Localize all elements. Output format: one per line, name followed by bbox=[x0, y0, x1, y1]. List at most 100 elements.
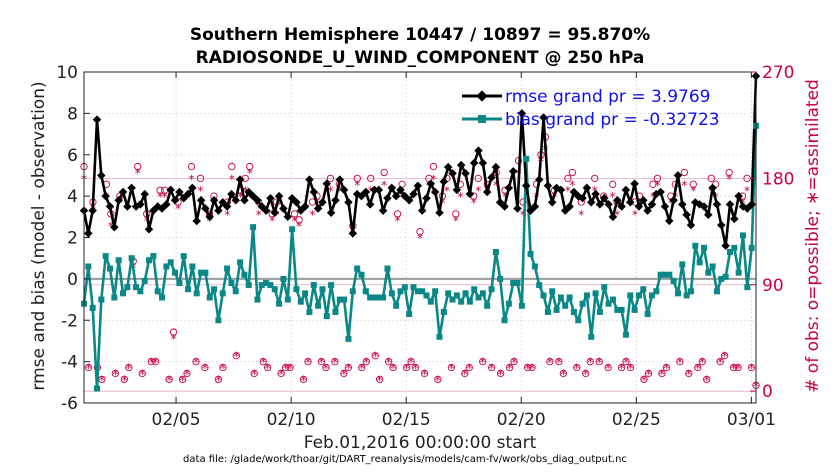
obs-assimilated-marker: * bbox=[574, 362, 580, 376]
obs-possible-marker bbox=[546, 357, 554, 366]
bias-point bbox=[124, 284, 131, 291]
obs-assimilated-marker: * bbox=[744, 184, 750, 198]
obs-assimilated-marker: * bbox=[704, 373, 710, 387]
obs-possible-marker bbox=[716, 357, 724, 366]
obs-possible-marker bbox=[617, 363, 626, 372]
obs-possible-marker bbox=[299, 375, 308, 384]
rmse-point bbox=[409, 189, 418, 199]
y-tick-label: -2 bbox=[61, 311, 78, 331]
bias-point bbox=[622, 331, 629, 338]
rmse-point bbox=[452, 185, 462, 195]
obs-assimilated-marker: * bbox=[650, 190, 656, 204]
obs-assimilated-marker: * bbox=[439, 196, 445, 210]
obs-assimilated-marker: * bbox=[278, 367, 284, 381]
bias-point bbox=[332, 308, 339, 315]
obs-assimilated-marker: * bbox=[619, 362, 625, 376]
obs-assimilated-marker: * bbox=[448, 362, 454, 376]
obs-assimilated-marker: * bbox=[681, 178, 687, 192]
bias-point bbox=[557, 294, 564, 301]
obs-assimilated-marker: * bbox=[444, 184, 450, 198]
rmse-point bbox=[222, 202, 232, 211]
bias-point bbox=[250, 224, 257, 231]
rmse-point bbox=[305, 175, 314, 184]
obs-assimilated-marker: * bbox=[735, 362, 741, 376]
rmse-point bbox=[335, 175, 345, 184]
rmse-point bbox=[140, 189, 149, 199]
bias-point bbox=[527, 251, 534, 258]
obs-assimilated-marker: * bbox=[220, 362, 226, 376]
obs-possible-marker bbox=[555, 357, 563, 366]
obs-assimilated-marker: * bbox=[413, 362, 419, 376]
bias-point bbox=[475, 294, 482, 301]
obs-possible-marker bbox=[187, 162, 196, 171]
obs-assimilated-marker: * bbox=[153, 356, 159, 370]
obs-possible-marker bbox=[653, 174, 662, 183]
bias-point bbox=[692, 242, 699, 249]
bias-point bbox=[163, 263, 170, 270]
x-tick-label: 02/05 bbox=[152, 410, 201, 430]
bias-point bbox=[739, 232, 746, 239]
rmse-point bbox=[604, 200, 613, 209]
bias-point bbox=[479, 290, 486, 297]
obs-assimilated-marker: * bbox=[162, 190, 168, 204]
bias-point bbox=[185, 286, 192, 293]
bias-point bbox=[575, 317, 582, 324]
bias-point bbox=[111, 294, 118, 301]
obs-assimilated-marker: * bbox=[386, 356, 392, 370]
obs-assimilated-marker: * bbox=[659, 367, 665, 381]
obs-possible-marker bbox=[371, 352, 379, 360]
bias-point bbox=[102, 253, 109, 260]
obs-assimilated-marker: * bbox=[556, 356, 562, 370]
obs-assimilated-marker: * bbox=[717, 356, 723, 370]
obs-possible-marker bbox=[698, 357, 706, 366]
bias-point bbox=[497, 275, 504, 282]
rmse-point bbox=[517, 109, 527, 118]
bias-point bbox=[653, 288, 660, 295]
rmse-point bbox=[417, 206, 427, 215]
rmse-point bbox=[344, 198, 353, 207]
obs-assimilated-marker: * bbox=[175, 202, 181, 216]
legend-rmse-label: rmse grand pr = 3.9769 bbox=[505, 87, 710, 107]
rmse-point bbox=[283, 212, 293, 222]
obs-possible-marker bbox=[452, 210, 460, 218]
obs-possible-marker bbox=[295, 216, 303, 224]
rmse-point bbox=[587, 198, 596, 207]
bias-point bbox=[159, 294, 166, 301]
obs-possible-marker bbox=[277, 369, 285, 378]
obs-assimilated-marker: * bbox=[148, 356, 154, 370]
obs-assimilated-marker: * bbox=[99, 373, 105, 387]
bias-point bbox=[471, 286, 478, 293]
obs-possible-marker bbox=[196, 174, 205, 183]
bias-point bbox=[263, 280, 270, 287]
obs-possible-marker bbox=[591, 174, 599, 183]
bias-point bbox=[744, 284, 751, 291]
rmse-point bbox=[443, 162, 453, 172]
bias-point bbox=[176, 280, 183, 287]
bias-point bbox=[432, 288, 439, 295]
obs-assimilated-marker: * bbox=[292, 214, 298, 228]
rmse-point bbox=[413, 181, 423, 191]
rmse-point bbox=[274, 191, 284, 201]
obs-possible-marker bbox=[523, 363, 532, 372]
rmse-point bbox=[387, 183, 397, 193]
bias-point bbox=[523, 155, 530, 162]
obs-assimilated-marker: * bbox=[421, 367, 427, 381]
obs-possible-marker bbox=[389, 363, 397, 372]
obs-assimilated-marker: * bbox=[475, 184, 481, 198]
obs-possible-marker bbox=[640, 375, 648, 384]
bias-point bbox=[605, 300, 612, 307]
obs-assimilated-marker: * bbox=[480, 356, 486, 370]
obs-possible-marker bbox=[340, 369, 348, 378]
obs-possible-marker bbox=[111, 369, 120, 378]
bias-point bbox=[154, 288, 161, 295]
obs-possible-marker bbox=[649, 180, 657, 188]
rmse-point bbox=[621, 185, 631, 195]
obs-possible-marker bbox=[384, 357, 393, 366]
obs-assimilated-marker: * bbox=[430, 172, 436, 186]
obs-possible-marker bbox=[317, 357, 326, 366]
rmse-point bbox=[253, 196, 262, 205]
obs-possible-marker bbox=[429, 162, 438, 171]
obs-assimilated-marker: * bbox=[583, 367, 589, 381]
bias-point bbox=[735, 269, 742, 276]
obs-possible-marker bbox=[729, 363, 738, 372]
